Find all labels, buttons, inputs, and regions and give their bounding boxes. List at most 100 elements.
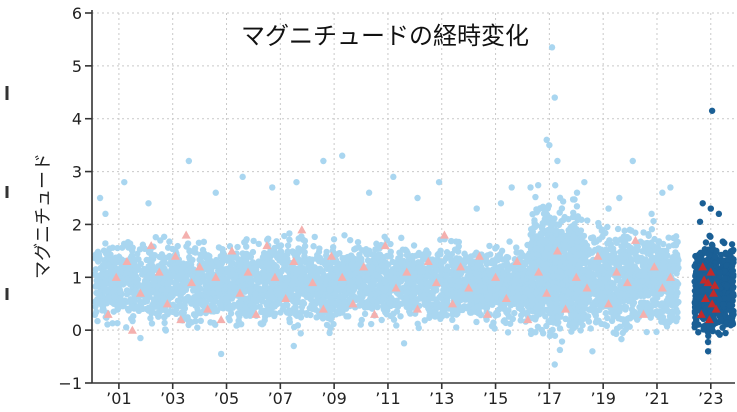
circle-point: [333, 285, 340, 292]
circle-point: [633, 311, 640, 318]
circle-point: [286, 318, 294, 326]
circle-point: [114, 244, 121, 252]
circle-point: [473, 287, 481, 295]
circle-point: [102, 240, 109, 247]
circle-point: [481, 287, 489, 295]
circle-point: [182, 281, 189, 288]
circle-point: [417, 279, 424, 287]
circle-point: [494, 267, 501, 274]
circle-point: [566, 253, 574, 260]
circle-point: [286, 230, 293, 237]
circle-point: [411, 288, 418, 296]
circle-point: [529, 260, 536, 267]
circle-point: [328, 305, 335, 312]
circle-point: [452, 238, 460, 245]
circle-point: [295, 245, 302, 252]
circle-point: [294, 280, 302, 287]
circle-point: [467, 292, 474, 300]
circle-point: [104, 321, 111, 328]
circle-point: [284, 279, 291, 286]
circle-point: [94, 317, 101, 325]
circle-point: [505, 264, 513, 272]
circle-point: [330, 236, 338, 243]
circle-point: [200, 251, 207, 259]
circle-point: [102, 250, 110, 257]
circle-point: [263, 261, 271, 268]
circle-point: [486, 242, 493, 250]
circle-point: [538, 224, 546, 232]
circle-point: [506, 320, 514, 327]
circle-point: [423, 247, 430, 254]
circle-point: [440, 285, 448, 293]
circle-point: [239, 282, 247, 289]
circle-point: [152, 233, 159, 241]
circle-point: [251, 265, 259, 272]
circle-point: [117, 281, 124, 288]
circle-point: [310, 243, 317, 250]
circle-point: [308, 286, 315, 294]
circle-point: [218, 276, 225, 284]
circle-point: [307, 295, 314, 303]
circle-point: [387, 294, 395, 302]
circle-point: [148, 309, 155, 317]
circle-point: [346, 270, 353, 278]
circle-point: [158, 251, 166, 258]
circle-point: [111, 293, 118, 301]
circle-point: [281, 302, 288, 310]
circle-point: [166, 279, 173, 287]
circle-point: [200, 277, 207, 284]
circle-point: [381, 278, 388, 285]
circle-point: [160, 233, 168, 240]
circle-point: [433, 267, 440, 274]
circle-point: [598, 227, 606, 234]
circle-point: [109, 299, 116, 306]
circle-point: [336, 305, 344, 313]
circle-point: [109, 320, 116, 327]
circle-point: [473, 318, 480, 326]
circle-point: [311, 233, 318, 241]
circle-point: [474, 262, 481, 270]
circle-point: [415, 251, 422, 259]
circle-point: [325, 293, 332, 300]
circle-point: [361, 310, 369, 318]
circle-point: [255, 258, 262, 265]
circle-point: [615, 277, 622, 284]
circle-point: [161, 267, 169, 274]
circle-point: [130, 312, 137, 320]
circle-point: [442, 266, 450, 273]
circle-point: [534, 181, 542, 189]
circle-point: [535, 257, 543, 265]
circle-point: [340, 301, 348, 308]
circle-point: [135, 282, 143, 289]
circle-point: [595, 245, 602, 252]
circle-point: [482, 257, 490, 265]
circle-point: [579, 313, 587, 320]
circle-point: [91, 311, 99, 319]
circle-point: [293, 297, 300, 305]
circle-point: [556, 194, 564, 202]
circle-point: [512, 295, 520, 302]
circle-point: [357, 321, 364, 328]
circle-point: [580, 267, 588, 274]
circle-point: [243, 275, 251, 282]
circle-point: [304, 291, 311, 298]
circle-point: [306, 256, 313, 263]
circle-point: [148, 320, 156, 327]
circle-point: [390, 316, 398, 323]
circle-point: [647, 314, 654, 321]
circle-point: [143, 278, 151, 286]
circle-point: [266, 266, 274, 273]
circle-point: [229, 270, 236, 278]
circle-point: [195, 239, 203, 246]
circle-point: [672, 233, 680, 240]
circle-point: [368, 320, 375, 328]
circle-point: [602, 309, 610, 317]
circle-point: [639, 255, 646, 263]
circle-point: [297, 314, 305, 321]
circle-point: [553, 296, 560, 303]
circle-point: [378, 262, 385, 269]
circle-point: [661, 264, 668, 272]
circle-point: [560, 254, 567, 261]
circle-point: [348, 261, 355, 269]
